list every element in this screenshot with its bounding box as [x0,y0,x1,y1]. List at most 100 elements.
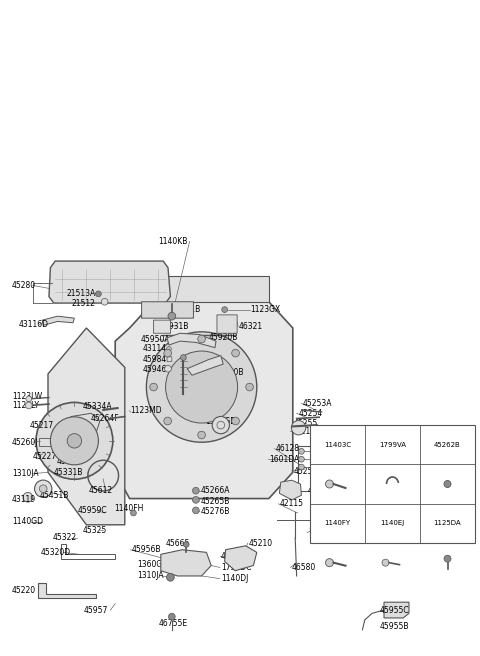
Text: 1125DA: 1125DA [434,520,461,526]
Circle shape [35,480,52,497]
Text: 43119: 43119 [12,495,36,504]
Text: 45217: 45217 [30,420,54,430]
Circle shape [299,457,304,462]
Text: 11403C: 11403C [324,441,351,447]
Circle shape [299,464,304,470]
Circle shape [25,402,32,409]
Text: 45253A: 45253A [302,399,332,408]
Circle shape [39,485,47,493]
Text: 1123LY: 1123LY [12,401,39,410]
Text: 42115: 42115 [279,499,303,508]
Text: 45266A: 45266A [201,486,230,495]
Text: 45920B: 45920B [209,333,238,342]
Text: 45332: 45332 [57,457,81,466]
Circle shape [291,420,306,435]
Circle shape [166,351,238,423]
Polygon shape [167,333,216,348]
Text: 42114: 42114 [336,517,360,526]
Text: 46755E: 46755E [158,619,188,628]
Polygon shape [42,316,74,325]
Text: 45252: 45252 [294,466,318,476]
Bar [310,425,475,543]
Text: 45665: 45665 [166,539,190,548]
Text: 1140EJ: 1140EJ [380,520,405,526]
Text: 45955B: 45955B [379,622,408,631]
Text: 43116D: 43116D [18,320,48,329]
Circle shape [101,298,108,305]
Text: 21513A: 21513A [66,289,96,298]
Text: 45451B: 45451B [39,491,69,500]
Text: 45612: 45612 [89,486,113,495]
Circle shape [23,493,33,502]
Text: 45956B: 45956B [132,545,161,554]
Circle shape [192,507,199,514]
Text: 45322: 45322 [53,533,77,543]
Circle shape [50,417,98,465]
Text: 45227: 45227 [33,452,57,461]
Text: 46321: 46321 [239,322,263,331]
Circle shape [198,335,205,343]
Circle shape [67,434,82,448]
Polygon shape [279,480,301,500]
Text: 46128: 46128 [276,444,300,453]
Text: 1140FY: 1140FY [324,520,350,526]
Text: 1140FD: 1140FD [308,528,337,537]
Polygon shape [144,276,269,302]
Circle shape [167,346,171,352]
Circle shape [36,402,113,480]
Circle shape [198,431,205,439]
Text: 45932B: 45932B [221,552,250,561]
Polygon shape [67,413,100,438]
Text: 1140GD: 1140GD [12,517,43,526]
Text: 43131B: 43131B [172,305,201,314]
Text: 1140KB: 1140KB [158,237,188,246]
Polygon shape [49,261,170,303]
Circle shape [246,383,253,391]
Circle shape [96,291,101,297]
Text: 45331B: 45331B [54,468,83,477]
Circle shape [222,307,228,312]
FancyBboxPatch shape [154,320,170,333]
Text: 45254: 45254 [299,409,323,418]
Circle shape [26,396,32,401]
FancyBboxPatch shape [217,315,237,333]
Text: 1601DA: 1601DA [269,455,299,464]
Text: 43114: 43114 [143,344,167,354]
Text: 45957: 45957 [84,605,108,615]
Polygon shape [384,602,409,618]
Text: 1799VA: 1799VA [379,441,406,447]
Circle shape [444,480,451,487]
Circle shape [382,559,389,566]
Bar [311,510,359,538]
Polygon shape [48,328,125,525]
Text: 45946: 45946 [143,365,168,375]
Text: 45255: 45255 [294,419,318,428]
Circle shape [164,349,171,357]
Text: 1751DC: 1751DC [221,563,251,572]
Circle shape [146,332,257,442]
Circle shape [168,312,176,320]
Circle shape [165,365,171,372]
Text: 45984: 45984 [143,355,168,364]
Circle shape [192,497,199,503]
Text: 1123LW: 1123LW [12,392,42,401]
Circle shape [232,349,240,357]
Text: 46580: 46580 [292,563,316,572]
Text: 45210: 45210 [249,539,273,548]
Circle shape [212,417,229,434]
Polygon shape [115,302,293,499]
Text: 45280: 45280 [12,281,36,290]
Polygon shape [225,546,257,571]
Text: 45325: 45325 [83,525,107,535]
Bar [39,438,67,446]
Circle shape [325,480,334,488]
Circle shape [183,542,189,547]
Circle shape [164,417,171,425]
Circle shape [180,355,186,360]
Polygon shape [161,550,211,576]
Circle shape [232,417,240,425]
FancyBboxPatch shape [142,302,193,318]
Text: 45276B: 45276B [201,507,230,516]
Circle shape [444,555,451,562]
Text: 45955C: 45955C [379,605,409,615]
